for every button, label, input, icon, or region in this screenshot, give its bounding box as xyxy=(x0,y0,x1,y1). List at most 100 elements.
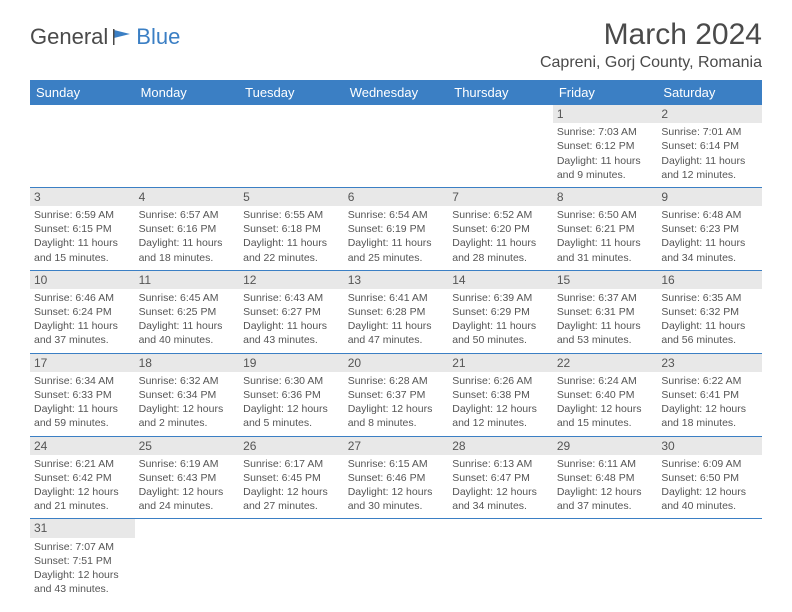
calendar-cell xyxy=(239,105,344,187)
calendar-cell xyxy=(239,519,344,601)
logo-flag-icon xyxy=(112,28,134,46)
cell-text: Sunset: 6:34 PM xyxy=(139,388,236,402)
calendar-row: 17Sunrise: 6:34 AMSunset: 6:33 PMDayligh… xyxy=(30,353,762,436)
day-number: 24 xyxy=(30,437,135,455)
cell-text: Sunrise: 6:54 AM xyxy=(348,208,445,222)
calendar-cell: 25Sunrise: 6:19 AMSunset: 6:43 PMDayligh… xyxy=(135,436,240,519)
cell-text: Sunrise: 6:24 AM xyxy=(557,374,654,388)
cell-text: Sunrise: 6:41 AM xyxy=(348,291,445,305)
cell-text: Daylight: 12 hours xyxy=(557,402,654,416)
cell-text: Sunrise: 6:30 AM xyxy=(243,374,340,388)
cell-text: Sunrise: 6:37 AM xyxy=(557,291,654,305)
cell-text: Daylight: 11 hours xyxy=(139,319,236,333)
cell-text: Sunrise: 6:28 AM xyxy=(348,374,445,388)
cell-text: Sunset: 6:14 PM xyxy=(661,139,758,153)
cell-text: Daylight: 11 hours xyxy=(661,319,758,333)
cell-text: Sunrise: 6:57 AM xyxy=(139,208,236,222)
day-number: 4 xyxy=(135,188,240,206)
weekday-header: Tuesday xyxy=(239,80,344,105)
cell-text: Sunrise: 6:43 AM xyxy=(243,291,340,305)
cell-text: and 18 minutes. xyxy=(139,251,236,265)
calendar-cell: 22Sunrise: 6:24 AMSunset: 6:40 PMDayligh… xyxy=(553,353,658,436)
cell-text: Sunrise: 6:32 AM xyxy=(139,374,236,388)
cell-text: and 50 minutes. xyxy=(452,333,549,347)
day-number: 19 xyxy=(239,354,344,372)
day-number: 23 xyxy=(657,354,762,372)
cell-text: and 31 minutes. xyxy=(557,251,654,265)
cell-text: and 25 minutes. xyxy=(348,251,445,265)
cell-text: Daylight: 12 hours xyxy=(34,485,131,499)
cell-text: Sunset: 6:29 PM xyxy=(452,305,549,319)
cell-text: and 8 minutes. xyxy=(348,416,445,430)
calendar-cell: 7Sunrise: 6:52 AMSunset: 6:20 PMDaylight… xyxy=(448,187,553,270)
cell-text: Daylight: 11 hours xyxy=(348,319,445,333)
cell-text: Daylight: 11 hours xyxy=(661,236,758,250)
cell-text: Sunrise: 6:22 AM xyxy=(661,374,758,388)
cell-text: Sunset: 6:36 PM xyxy=(243,388,340,402)
cell-text: Daylight: 11 hours xyxy=(661,154,758,168)
cell-text: Daylight: 12 hours xyxy=(139,485,236,499)
cell-text: Sunset: 6:27 PM xyxy=(243,305,340,319)
day-number: 8 xyxy=(553,188,658,206)
cell-text: Daylight: 12 hours xyxy=(243,485,340,499)
calendar-cell xyxy=(344,519,449,601)
cell-text: Sunset: 6:15 PM xyxy=(34,222,131,236)
cell-text: Sunrise: 6:11 AM xyxy=(557,457,654,471)
logo: General Blue xyxy=(30,24,180,50)
calendar-cell xyxy=(30,105,135,187)
cell-text: Daylight: 12 hours xyxy=(661,485,758,499)
cell-text: Sunset: 6:25 PM xyxy=(139,305,236,319)
calendar-cell: 20Sunrise: 6:28 AMSunset: 6:37 PMDayligh… xyxy=(344,353,449,436)
cell-text: Sunset: 6:20 PM xyxy=(452,222,549,236)
cell-text: Daylight: 12 hours xyxy=(557,485,654,499)
cell-text: Daylight: 11 hours xyxy=(557,319,654,333)
cell-text: Sunrise: 6:21 AM xyxy=(34,457,131,471)
calendar-cell: 10Sunrise: 6:46 AMSunset: 6:24 PMDayligh… xyxy=(30,270,135,353)
cell-text: Daylight: 12 hours xyxy=(348,402,445,416)
cell-text: and 30 minutes. xyxy=(348,499,445,513)
weekday-header-row: Sunday Monday Tuesday Wednesday Thursday… xyxy=(30,80,762,105)
cell-text: and 43 minutes. xyxy=(34,582,131,596)
day-number: 20 xyxy=(344,354,449,372)
cell-text: and 9 minutes. xyxy=(557,168,654,182)
cell-text: Sunset: 6:18 PM xyxy=(243,222,340,236)
day-number: 12 xyxy=(239,271,344,289)
calendar-cell: 21Sunrise: 6:26 AMSunset: 6:38 PMDayligh… xyxy=(448,353,553,436)
cell-text: and 40 minutes. xyxy=(139,333,236,347)
cell-text: Sunrise: 6:45 AM xyxy=(139,291,236,305)
logo-text-blue: Blue xyxy=(136,24,180,50)
cell-text: Sunrise: 6:15 AM xyxy=(348,457,445,471)
location-text: Capreni, Gorj County, Romania xyxy=(540,54,762,72)
cell-text: Daylight: 12 hours xyxy=(34,568,131,582)
cell-text: and 37 minutes. xyxy=(34,333,131,347)
cell-text: Sunrise: 6:46 AM xyxy=(34,291,131,305)
day-number: 7 xyxy=(448,188,553,206)
cell-text: Daylight: 11 hours xyxy=(243,319,340,333)
cell-text: Sunrise: 6:09 AM xyxy=(661,457,758,471)
cell-text: Daylight: 11 hours xyxy=(34,402,131,416)
cell-text: Sunrise: 7:01 AM xyxy=(661,125,758,139)
cell-text: Sunset: 6:46 PM xyxy=(348,471,445,485)
day-number: 17 xyxy=(30,354,135,372)
cell-text: and 24 minutes. xyxy=(139,499,236,513)
calendar-cell: 16Sunrise: 6:35 AMSunset: 6:32 PMDayligh… xyxy=(657,270,762,353)
day-number: 6 xyxy=(344,188,449,206)
calendar-cell: 18Sunrise: 6:32 AMSunset: 6:34 PMDayligh… xyxy=(135,353,240,436)
cell-text: and 5 minutes. xyxy=(243,416,340,430)
cell-text: Sunrise: 6:48 AM xyxy=(661,208,758,222)
calendar-table: Sunday Monday Tuesday Wednesday Thursday… xyxy=(30,80,762,601)
calendar-cell: 14Sunrise: 6:39 AMSunset: 6:29 PMDayligh… xyxy=(448,270,553,353)
cell-text: Sunrise: 6:26 AM xyxy=(452,374,549,388)
day-number: 1 xyxy=(553,105,658,123)
cell-text: Sunset: 6:45 PM xyxy=(243,471,340,485)
cell-text: Sunset: 6:12 PM xyxy=(557,139,654,153)
cell-text: and 12 minutes. xyxy=(661,168,758,182)
calendar-row: 1Sunrise: 7:03 AMSunset: 6:12 PMDaylight… xyxy=(30,105,762,187)
cell-text: and 28 minutes. xyxy=(452,251,549,265)
cell-text: and 40 minutes. xyxy=(661,499,758,513)
day-number: 5 xyxy=(239,188,344,206)
cell-text: Daylight: 11 hours xyxy=(348,236,445,250)
cell-text: and 34 minutes. xyxy=(452,499,549,513)
cell-text: and 37 minutes. xyxy=(557,499,654,513)
cell-text: Sunset: 6:24 PM xyxy=(34,305,131,319)
